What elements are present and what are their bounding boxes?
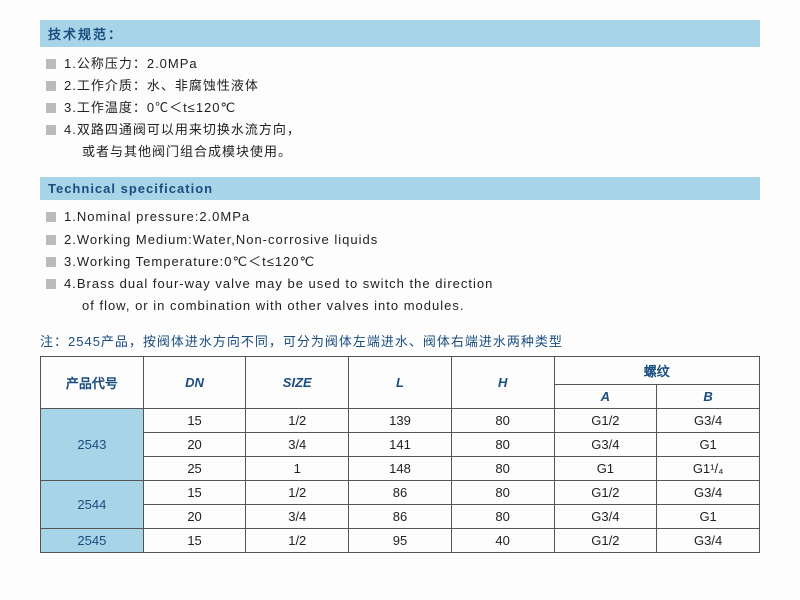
cell-l: 86 <box>349 504 452 528</box>
cell-size: 3/4 <box>246 432 349 456</box>
cell-size: 1/2 <box>246 528 349 552</box>
spec-item: 1.公称压力：2.0MPa <box>46 53 760 75</box>
spec-item: 1.Nominal pressure:2.0MPa <box>46 206 760 228</box>
cell-a: G3/4 <box>554 432 657 456</box>
cell-dn: 15 <box>143 480 246 504</box>
spec-item: 2.Working Medium:Water,Non-corrosive liq… <box>46 229 760 251</box>
cell-code: 2543 <box>41 408 144 480</box>
spec-cont: of flow, or in combination with other va… <box>64 295 760 317</box>
th-dn: DN <box>143 356 246 408</box>
spec-item: 3.工作温度：0℃＜t≤120℃ <box>46 97 760 119</box>
spec-list-en: 1.Nominal pressure:2.0MPa 2.Working Medi… <box>46 206 760 316</box>
cell-l: 95 <box>349 528 452 552</box>
spec-cont: 或者与其他阀门组合成模块使用。 <box>64 141 760 163</box>
spec-item: 4.Brass dual four-way valve may be used … <box>46 273 760 317</box>
cell-b: G3/4 <box>657 408 760 432</box>
cell-l: 139 <box>349 408 452 432</box>
cell-b: G3/4 <box>657 528 760 552</box>
table-row: 2545151/29540G1/2G3/4 <box>41 528 760 552</box>
spec-item: 4.双路四通阀可以用来切换水流方向， 或者与其他阀门组合成模块使用。 <box>46 119 760 163</box>
th-size: SIZE <box>246 356 349 408</box>
cell-size: 1 <box>246 456 349 480</box>
cell-h: 40 <box>451 528 554 552</box>
cell-a: G3/4 <box>554 504 657 528</box>
th-h: H <box>451 356 554 408</box>
cell-code: 2544 <box>41 480 144 528</box>
cell-a: G1/2 <box>554 408 657 432</box>
cell-l: 148 <box>349 456 452 480</box>
cell-dn: 20 <box>143 432 246 456</box>
th-code: 产品代号 <box>41 356 144 408</box>
cell-h: 80 <box>451 480 554 504</box>
cell-code: 2545 <box>41 528 144 552</box>
cell-h: 80 <box>451 504 554 528</box>
cell-dn: 20 <box>143 504 246 528</box>
cell-h: 80 <box>451 456 554 480</box>
cell-b: G1 <box>657 432 760 456</box>
cell-dn: 15 <box>143 528 246 552</box>
table-note: 注：2545产品，按阀体进水方向不同，可分为阀体左端进水、阀体右端进水两种类型 <box>40 331 760 350</box>
header-en: Technical specification <box>40 177 760 200</box>
spec-item: 2.工作介质：水、非腐蚀性液体 <box>46 75 760 97</box>
cell-a: G1/2 <box>554 480 657 504</box>
cell-b: G1 <box>657 504 760 528</box>
th-a: A <box>554 384 657 408</box>
cell-dn: 15 <box>143 408 246 432</box>
cell-h: 80 <box>451 408 554 432</box>
table-row: 25114880G1G1¹/₄ <box>41 456 760 480</box>
th-b: B <box>657 384 760 408</box>
spec-item: 3.Working Temperature:0℃＜t≤120℃ <box>46 251 760 273</box>
cell-size: 1/2 <box>246 408 349 432</box>
th-thread: 螺纹 <box>554 356 759 384</box>
spec-text: 4.双路四通阀可以用来切换水流方向， <box>64 122 301 137</box>
spec-table: 产品代号 DN SIZE L H 螺纹 A B 2543151/213980G1… <box>40 356 760 553</box>
cell-b: G3/4 <box>657 480 760 504</box>
header-cn: 技术规范： <box>40 20 760 47</box>
table-row: 2543151/213980G1/2G3/4 <box>41 408 760 432</box>
cell-l: 86 <box>349 480 452 504</box>
cell-l: 141 <box>349 432 452 456</box>
table-row: 2544151/28680G1/2G3/4 <box>41 480 760 504</box>
cell-b: G1¹/₄ <box>657 456 760 480</box>
cell-h: 80 <box>451 432 554 456</box>
table-row: 203/48680G3/4G1 <box>41 504 760 528</box>
spec-list-cn: 1.公称压力：2.0MPa 2.工作介质：水、非腐蚀性液体 3.工作温度：0℃＜… <box>46 53 760 163</box>
cell-dn: 25 <box>143 456 246 480</box>
th-l: L <box>349 356 452 408</box>
cell-size: 1/2 <box>246 480 349 504</box>
cell-a: G1 <box>554 456 657 480</box>
cell-a: G1/2 <box>554 528 657 552</box>
spec-text: 4.Brass dual four-way valve may be used … <box>64 276 493 291</box>
table-row: 203/414180G3/4G1 <box>41 432 760 456</box>
cell-size: 3/4 <box>246 504 349 528</box>
